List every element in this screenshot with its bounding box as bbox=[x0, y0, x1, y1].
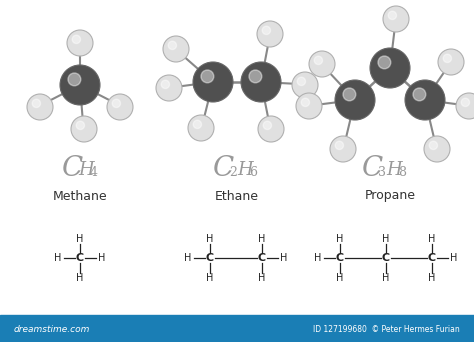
Text: Methane: Methane bbox=[53, 189, 107, 202]
Text: 3: 3 bbox=[378, 167, 386, 180]
Circle shape bbox=[443, 54, 452, 63]
Circle shape bbox=[168, 41, 176, 50]
Circle shape bbox=[262, 26, 271, 35]
Circle shape bbox=[193, 62, 233, 102]
Circle shape bbox=[383, 6, 409, 32]
Text: C: C bbox=[76, 253, 84, 263]
Text: C: C bbox=[213, 155, 234, 182]
Circle shape bbox=[461, 98, 470, 106]
Text: C: C bbox=[428, 253, 436, 263]
Circle shape bbox=[388, 11, 397, 19]
Text: H: H bbox=[383, 234, 390, 244]
Text: C: C bbox=[382, 253, 390, 263]
Text: Propane: Propane bbox=[365, 189, 416, 202]
Text: H: H bbox=[55, 253, 62, 263]
Circle shape bbox=[429, 141, 438, 149]
Text: C: C bbox=[336, 253, 344, 263]
Circle shape bbox=[424, 136, 450, 162]
Text: H: H bbox=[206, 273, 214, 283]
Circle shape bbox=[343, 88, 356, 101]
Text: H: H bbox=[280, 253, 288, 263]
Text: H: H bbox=[258, 234, 266, 244]
Circle shape bbox=[314, 56, 322, 65]
Text: H: H bbox=[314, 253, 322, 263]
Text: H: H bbox=[76, 234, 84, 244]
Text: ID 127199680  © Peter Hermes Furian: ID 127199680 © Peter Hermes Furian bbox=[313, 325, 460, 333]
Circle shape bbox=[309, 51, 335, 77]
Text: H: H bbox=[428, 234, 436, 244]
Text: C: C bbox=[258, 253, 266, 263]
Circle shape bbox=[67, 30, 93, 56]
Circle shape bbox=[32, 99, 40, 107]
Text: H: H bbox=[206, 234, 214, 244]
Circle shape bbox=[257, 21, 283, 47]
Circle shape bbox=[292, 72, 318, 98]
Text: H: H bbox=[98, 253, 106, 263]
Text: C: C bbox=[62, 155, 83, 182]
Circle shape bbox=[71, 116, 97, 142]
Circle shape bbox=[112, 99, 120, 107]
Circle shape bbox=[378, 56, 391, 69]
Circle shape bbox=[76, 121, 84, 130]
Circle shape bbox=[68, 73, 81, 86]
Bar bbox=[0, 315, 474, 342]
Circle shape bbox=[438, 49, 464, 75]
Circle shape bbox=[241, 62, 281, 102]
Text: H: H bbox=[383, 273, 390, 283]
Text: H: H bbox=[337, 273, 344, 283]
Text: H: H bbox=[450, 253, 458, 263]
Text: 6: 6 bbox=[249, 167, 257, 180]
Circle shape bbox=[60, 65, 100, 105]
Circle shape bbox=[335, 80, 375, 120]
Circle shape bbox=[156, 75, 182, 101]
Circle shape bbox=[193, 120, 201, 129]
Text: C: C bbox=[362, 155, 383, 182]
Circle shape bbox=[297, 77, 306, 86]
Text: 2: 2 bbox=[229, 167, 237, 180]
Circle shape bbox=[263, 121, 272, 130]
Text: dreamstime.com: dreamstime.com bbox=[14, 325, 91, 333]
Circle shape bbox=[107, 94, 133, 120]
Circle shape bbox=[163, 36, 189, 62]
Circle shape bbox=[161, 80, 170, 89]
Text: H: H bbox=[78, 161, 94, 179]
Circle shape bbox=[370, 48, 410, 88]
Circle shape bbox=[201, 70, 214, 83]
Circle shape bbox=[413, 88, 426, 101]
Text: 4: 4 bbox=[90, 167, 98, 180]
Text: H: H bbox=[386, 161, 402, 179]
Text: H: H bbox=[337, 234, 344, 244]
Text: H: H bbox=[76, 273, 84, 283]
Circle shape bbox=[72, 35, 81, 43]
Circle shape bbox=[249, 70, 262, 83]
Text: H: H bbox=[184, 253, 191, 263]
Circle shape bbox=[301, 98, 310, 106]
Circle shape bbox=[330, 136, 356, 162]
Text: C: C bbox=[206, 253, 214, 263]
Text: H: H bbox=[237, 161, 253, 179]
Text: H: H bbox=[258, 273, 266, 283]
Circle shape bbox=[335, 141, 344, 149]
Text: 8: 8 bbox=[398, 167, 406, 180]
Circle shape bbox=[456, 93, 474, 119]
Circle shape bbox=[405, 80, 445, 120]
Text: H: H bbox=[428, 273, 436, 283]
Circle shape bbox=[27, 94, 53, 120]
Text: Ethane: Ethane bbox=[215, 189, 259, 202]
Circle shape bbox=[188, 115, 214, 141]
Circle shape bbox=[258, 116, 284, 142]
Circle shape bbox=[296, 93, 322, 119]
